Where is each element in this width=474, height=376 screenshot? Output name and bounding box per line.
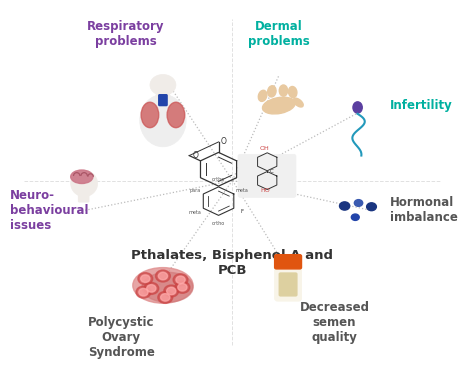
Text: C: C [270, 169, 274, 174]
FancyBboxPatch shape [79, 193, 89, 202]
Circle shape [158, 272, 167, 280]
Text: ortho: ortho [212, 177, 225, 182]
Circle shape [150, 74, 176, 96]
Circle shape [164, 285, 179, 297]
Circle shape [138, 273, 153, 285]
Ellipse shape [263, 97, 295, 114]
Text: OH: OH [260, 146, 270, 151]
Text: O: O [221, 137, 227, 146]
Ellipse shape [141, 102, 159, 128]
Text: Infertility: Infertility [390, 99, 453, 112]
Ellipse shape [268, 86, 276, 97]
Circle shape [136, 286, 151, 298]
Text: para: para [189, 188, 201, 193]
Circle shape [146, 285, 156, 292]
Circle shape [139, 288, 148, 296]
FancyBboxPatch shape [156, 90, 169, 98]
Circle shape [155, 270, 170, 282]
Circle shape [355, 200, 363, 206]
Circle shape [178, 284, 187, 291]
Circle shape [167, 287, 176, 295]
Ellipse shape [142, 272, 193, 302]
Circle shape [175, 281, 190, 293]
Text: Decreased
semen
quality: Decreased semen quality [300, 301, 369, 344]
Circle shape [351, 214, 359, 220]
Ellipse shape [71, 170, 93, 183]
Text: Pthalates, Bisphenol A and
PCB: Pthalates, Bisphenol A and PCB [131, 249, 333, 277]
FancyBboxPatch shape [279, 273, 297, 296]
FancyBboxPatch shape [274, 264, 301, 301]
Ellipse shape [289, 86, 297, 98]
Text: Respiratory
problems: Respiratory problems [87, 20, 164, 49]
Ellipse shape [279, 85, 288, 96]
Ellipse shape [293, 98, 303, 107]
Circle shape [161, 294, 170, 301]
Ellipse shape [71, 170, 98, 197]
Ellipse shape [353, 102, 362, 113]
Text: HO: HO [260, 188, 270, 194]
FancyBboxPatch shape [274, 255, 301, 269]
Text: Dermal
problems: Dermal problems [248, 20, 310, 49]
Circle shape [144, 282, 159, 294]
Text: Polycystic
Ovary
Syndrome: Polycystic Ovary Syndrome [88, 316, 155, 359]
Text: meta: meta [189, 210, 201, 215]
Circle shape [158, 291, 173, 303]
FancyBboxPatch shape [159, 95, 167, 106]
Text: ortho: ortho [212, 221, 225, 226]
Circle shape [366, 203, 376, 211]
FancyBboxPatch shape [238, 154, 296, 197]
Ellipse shape [133, 268, 193, 303]
Text: Neuro-
behavioural
issues: Neuro- behavioural issues [10, 189, 89, 232]
Circle shape [173, 274, 188, 286]
Ellipse shape [258, 90, 267, 102]
Circle shape [339, 202, 350, 210]
Text: meta: meta [236, 188, 249, 193]
Ellipse shape [140, 94, 186, 147]
Text: O: O [193, 151, 199, 160]
Ellipse shape [167, 102, 185, 128]
Text: Hormonal
imbalance: Hormonal imbalance [390, 197, 458, 224]
Circle shape [141, 275, 150, 282]
Circle shape [176, 276, 185, 284]
Text: F: F [240, 209, 243, 214]
